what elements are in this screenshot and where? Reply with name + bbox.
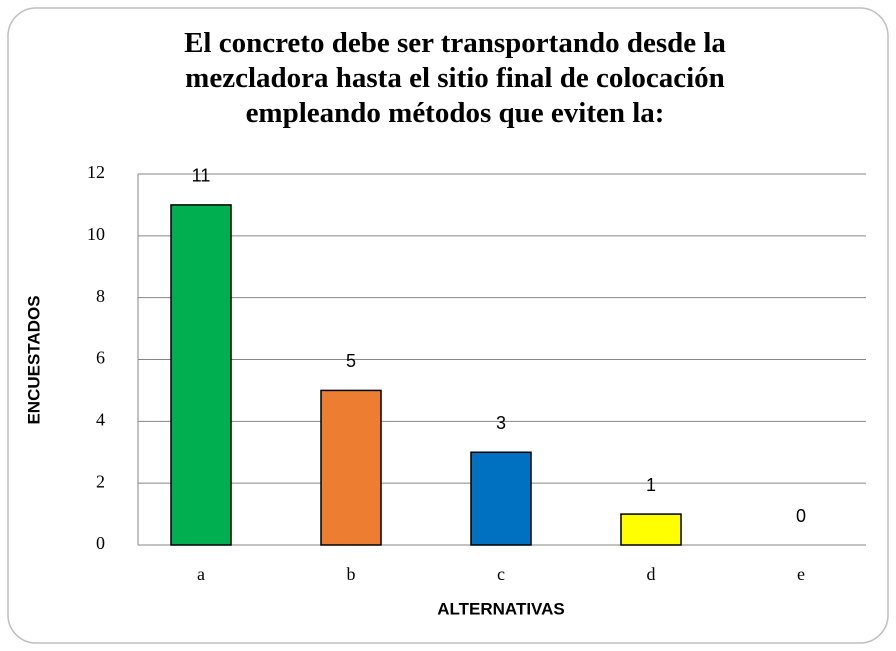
x-tick-label: a [197, 564, 205, 584]
chart-title: El concreto debe ser transportando desde… [184, 27, 726, 129]
y-tick-label: 8 [96, 286, 105, 306]
bar [170, 204, 232, 546]
bar [620, 513, 682, 546]
data-label: 0 [796, 506, 806, 526]
y-axis-label: ENCUESTADOS [24, 295, 43, 424]
data-label: 3 [496, 413, 506, 433]
data-label: 5 [346, 351, 356, 371]
x-tick-label: d [647, 564, 656, 584]
x-tick-label: e [797, 564, 805, 584]
y-tick-label: 10 [87, 224, 105, 244]
y-tick-label: 2 [96, 471, 105, 491]
x-tick-label: c [497, 564, 505, 584]
data-label: 1 [646, 475, 656, 495]
bar [470, 451, 532, 546]
x-axis-label: ALTERNATIVAS [437, 599, 565, 618]
y-tick-label: 4 [96, 409, 105, 429]
y-tick-label: 0 [96, 533, 105, 553]
bar [320, 389, 382, 546]
data-label: 11 [192, 166, 211, 186]
x-tick-label: b [347, 564, 356, 584]
y-tick-label: 6 [96, 348, 105, 368]
y-tick-label: 12 [87, 162, 105, 182]
